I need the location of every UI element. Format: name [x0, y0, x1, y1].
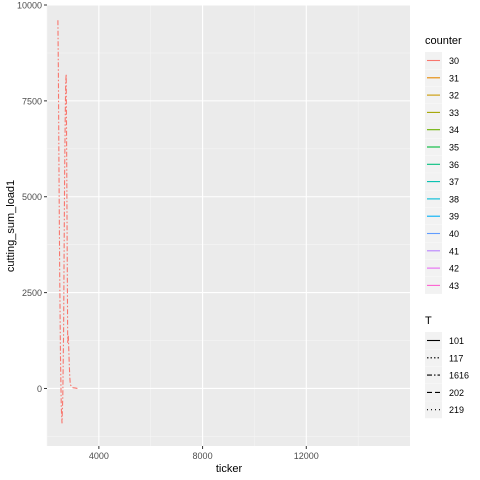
series-line-counter-30 — [57, 20, 79, 424]
legend-color-label: 36 — [449, 160, 459, 170]
y-tick-label: 10000 — [17, 1, 42, 11]
legend-color-label: 38 — [449, 194, 459, 204]
legend-linetype-label: 117 — [449, 353, 463, 363]
legend-linetype-label: 202 — [449, 388, 464, 398]
y-axis: 0 2500 5000 7500 10000 — [17, 1, 47, 394]
grid-major — [47, 4, 410, 446]
x-tick-label: 12000 — [294, 451, 319, 461]
y-tick-label: 5000 — [22, 192, 42, 202]
legend-color-label: 42 — [449, 264, 459, 274]
legend-color-label: 41 — [449, 246, 459, 256]
x-axis-title: ticker — [216, 463, 243, 475]
legend-linetype-label: 219 — [449, 405, 464, 415]
legend-color-label: 43 — [449, 281, 459, 291]
legend-color-label: 37 — [449, 177, 459, 187]
legend-color-label: 35 — [449, 143, 459, 153]
legend-linetype-label: 101 — [449, 336, 464, 346]
legend-color-title: counter — [425, 35, 462, 47]
legend-linetype-keys: 101 117 1616 202 219 — [425, 332, 469, 419]
series-layer — [57, 20, 79, 424]
y-tick-label: 7500 — [22, 96, 42, 106]
legend: counter 30 31 32 33 34 35 36 37 38 39 40 41 42 43 T 1… — [425, 35, 469, 419]
legend-key-bg — [425, 401, 442, 419]
x-tick-label: 4000 — [89, 451, 109, 461]
x-tick-label: 8000 — [193, 451, 213, 461]
legend-color-label: 33 — [449, 108, 459, 118]
legend-color-label: 34 — [449, 125, 459, 135]
legend-color-keys: 30 31 32 33 34 35 36 37 38 39 40 41 42 43 — [425, 52, 459, 294]
legend-linetype-title: T — [425, 315, 432, 327]
legend-key-bg — [425, 383, 442, 401]
legend-color-label: 31 — [449, 73, 459, 83]
legend-color-label: 30 — [449, 56, 459, 66]
plot-panel — [47, 5, 410, 446]
y-tick-label: 0 — [37, 384, 42, 394]
legend-key-bg — [425, 366, 442, 384]
grid-minor — [46, 5, 410, 446]
x-axis: 4000 8000 12000 — [89, 446, 319, 461]
legend-linetype-label: 1616 — [449, 371, 469, 381]
legend-color-label: 40 — [449, 229, 459, 239]
y-axis-title: cutting_sum_load1 — [5, 180, 17, 272]
legend-key-bg — [425, 349, 442, 367]
legend-color-label: 32 — [449, 91, 459, 101]
y-tick-label: 2500 — [22, 288, 42, 298]
legend-color-label: 39 — [449, 212, 459, 222]
